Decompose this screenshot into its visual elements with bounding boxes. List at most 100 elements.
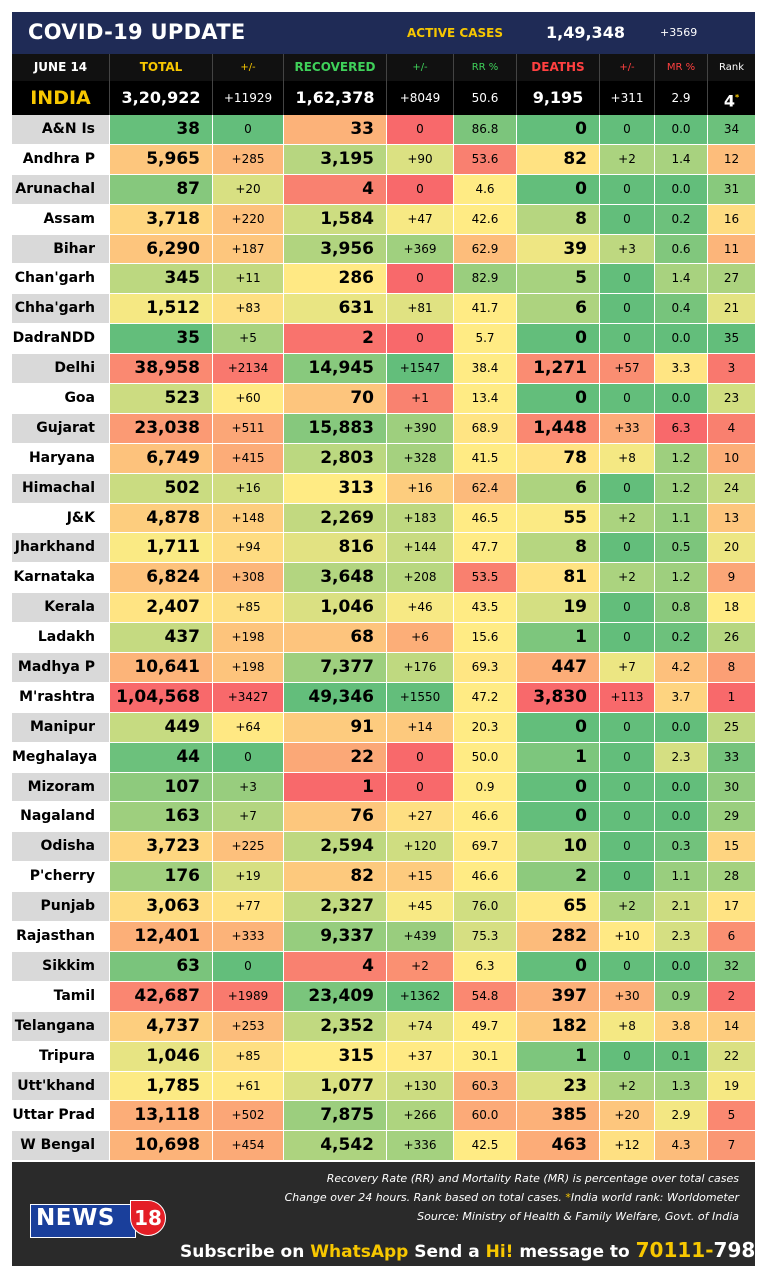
state-name: Assam bbox=[12, 204, 109, 235]
footer: Recovery Rate (RR) and Mortality Rate (M… bbox=[12, 1162, 769, 1266]
deaths-change-cell: 0 bbox=[599, 384, 654, 414]
deaths-cell: 0 bbox=[516, 772, 599, 803]
state-name: Andhra P bbox=[12, 144, 109, 175]
deaths-cell: 8 bbox=[516, 204, 599, 235]
total-cell: 176 bbox=[109, 862, 212, 893]
covid-update-card: COVID-19 UPDATE ACTIVE CASES 1,49,348 +3… bbox=[12, 12, 769, 1266]
rr-cell: 13.4 bbox=[453, 384, 516, 414]
total-cell: 1,046 bbox=[109, 1041, 212, 1072]
total-cell: 10,698 bbox=[109, 1131, 212, 1162]
subscribe-phone-part2: 79888 bbox=[713, 1238, 769, 1262]
recovered-change-cell: +130 bbox=[386, 1071, 453, 1102]
table-row: DadraNDD 35 +5 2 0 5.7 0 0 0.0 35 bbox=[12, 324, 755, 355]
col-rr: RR % bbox=[453, 54, 516, 81]
recovered-change-cell: +328 bbox=[386, 443, 453, 474]
recovered-cell: 631 bbox=[283, 294, 386, 325]
table-row: Nagaland 163 +7 76 +27 46.6 0 0 0.0 29 bbox=[12, 802, 755, 833]
rr-cell: 42.5 bbox=[453, 1131, 516, 1162]
mr-cell: 3.3 bbox=[654, 354, 707, 385]
col-deaths: DEATHS bbox=[516, 54, 599, 81]
state-name: Goa bbox=[12, 384, 109, 414]
deaths-cell: 1 bbox=[516, 1041, 599, 1072]
rank-cell: 16 bbox=[707, 204, 755, 235]
mr-cell: 1.4 bbox=[654, 264, 707, 295]
table-row: Tripura 1,046 +85 315 +37 30.1 1 0 0.1 22 bbox=[12, 1041, 755, 1072]
mr-cell: 0.0 bbox=[654, 802, 707, 833]
recovered-change-cell: +208 bbox=[386, 563, 453, 594]
recovered-cell: 1,077 bbox=[283, 1071, 386, 1102]
total-cell: 10,641 bbox=[109, 653, 212, 683]
mr-cell: 1.1 bbox=[654, 862, 707, 893]
rr-cell: 6.3 bbox=[453, 951, 516, 982]
mr-cell: 0.2 bbox=[654, 204, 707, 235]
subscribe-text-3: message to bbox=[513, 1242, 636, 1262]
table-row: M'rashtra 1,04,568 +3427 49,346 +1550 47.2 3,8… bbox=[12, 682, 755, 713]
recovered-cell: 315 bbox=[283, 1041, 386, 1072]
deaths-cell: 0 bbox=[516, 951, 599, 982]
deaths-change-cell: +33 bbox=[599, 413, 654, 444]
news18-logo-number: 18 bbox=[130, 1200, 166, 1236]
total-cell: 502 bbox=[109, 473, 212, 504]
state-name: Rajasthan bbox=[12, 922, 109, 952]
deaths-change-cell: +2 bbox=[599, 563, 654, 594]
rr-cell: 86.8 bbox=[453, 115, 516, 145]
mr-cell: 0.1 bbox=[654, 1041, 707, 1072]
deaths-change-cell: 0 bbox=[599, 115, 654, 145]
state-name: DadraNDD bbox=[12, 324, 109, 355]
total-cell: 4,737 bbox=[109, 1011, 212, 1042]
deaths-cell: 5 bbox=[516, 264, 599, 295]
recovered-cell: 22 bbox=[283, 742, 386, 773]
rr-cell: 60.0 bbox=[453, 1101, 516, 1132]
recovered-cell: 2,594 bbox=[283, 832, 386, 863]
recovered-change-cell: +336 bbox=[386, 1131, 453, 1162]
deaths-change-cell: +10 bbox=[599, 922, 654, 952]
india-rank: 4* bbox=[707, 81, 755, 115]
mr-cell: 2.3 bbox=[654, 922, 707, 952]
rank-cell: 6 bbox=[707, 922, 755, 952]
deaths-cell: 3,830 bbox=[516, 682, 599, 713]
recovered-change-cell: +74 bbox=[386, 1011, 453, 1042]
recovered-cell: 2 bbox=[283, 324, 386, 355]
state-name: Gujarat bbox=[12, 413, 109, 444]
rank-cell: 11 bbox=[707, 234, 755, 265]
table-row: Meghalaya 44 0 22 0 50.0 1 0 2.3 33 bbox=[12, 742, 755, 773]
india-total: 3,20,922 bbox=[109, 81, 212, 115]
recovered-cell: 9,337 bbox=[283, 922, 386, 952]
recovered-cell: 4 bbox=[283, 174, 386, 205]
recovered-change-cell: +183 bbox=[386, 503, 453, 534]
deaths-change-cell: 0 bbox=[599, 324, 654, 355]
deaths-change-cell: +3 bbox=[599, 234, 654, 265]
state-name: Chan'garh bbox=[12, 264, 109, 295]
state-name: Sikkim bbox=[12, 951, 109, 982]
table-row: Punjab 3,063 +77 2,327 +45 76.0 65 +2 2.1 17 bbox=[12, 892, 755, 923]
india-deaths: 9,195 bbox=[516, 81, 599, 115]
state-name: Nagaland bbox=[12, 802, 109, 833]
rr-cell: 38.4 bbox=[453, 354, 516, 385]
state-name: Karnataka bbox=[12, 563, 109, 594]
state-name: Haryana bbox=[12, 443, 109, 474]
footer-note-rank-source: India world rank: Worldometer bbox=[570, 1191, 739, 1204]
deaths-cell: 0 bbox=[516, 384, 599, 414]
footer-note-source: Source: Ministry of Health & Family Welf… bbox=[417, 1210, 739, 1223]
mr-cell: 3.8 bbox=[654, 1011, 707, 1042]
subscribe-whatsapp: WhatsApp bbox=[310, 1242, 409, 1262]
col-mr: MR % bbox=[654, 54, 707, 81]
recovered-change-cell: +1550 bbox=[386, 682, 453, 713]
total-cell: 35 bbox=[109, 324, 212, 355]
total-change-cell: +2134 bbox=[212, 354, 283, 385]
deaths-cell: 78 bbox=[516, 443, 599, 474]
footer-note-change-text: Change over 24 hours. Rank based on tota… bbox=[284, 1191, 566, 1204]
mr-cell: 1.1 bbox=[654, 503, 707, 534]
rr-cell: 47.7 bbox=[453, 533, 516, 564]
rr-cell: 68.9 bbox=[453, 413, 516, 444]
state-name: Himachal bbox=[12, 473, 109, 504]
deaths-change-cell: +20 bbox=[599, 1101, 654, 1132]
table-row: Mizoram 107 +3 1 0 0.9 0 0 0.0 30 bbox=[12, 772, 755, 803]
mr-cell: 6.3 bbox=[654, 413, 707, 444]
rr-cell: 76.0 bbox=[453, 892, 516, 923]
deaths-cell: 0 bbox=[516, 174, 599, 205]
rank-cell: 18 bbox=[707, 593, 755, 624]
rank-cell: 25 bbox=[707, 712, 755, 743]
recovered-change-cell: +2 bbox=[386, 951, 453, 982]
total-cell: 42,687 bbox=[109, 981, 212, 1012]
